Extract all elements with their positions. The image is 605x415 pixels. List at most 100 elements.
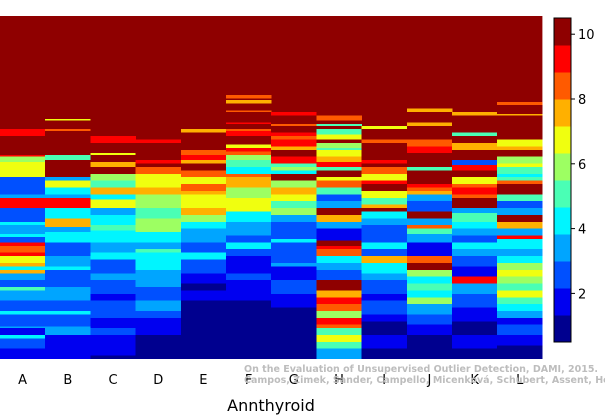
- heatmap-cell: [0, 328, 46, 335]
- heatmap-cell: [406, 218, 453, 226]
- heatmap-cell: [90, 225, 136, 231]
- heatmap-cell: [497, 235, 543, 239]
- heatmap-cell: [361, 125, 408, 130]
- heatmap-cell: [135, 163, 182, 167]
- heatmap-cell: [0, 225, 46, 234]
- heatmap-cell: [316, 310, 362, 318]
- colorbar-segment: [554, 18, 571, 46]
- heatmap-cell: [135, 139, 182, 143]
- heatmap-cell: [45, 197, 91, 209]
- heatmap-cell: [45, 326, 91, 335]
- heatmap-cell: [316, 156, 362, 162]
- heatmap-cell: [316, 139, 362, 143]
- heatmap-cell: [45, 194, 91, 198]
- colorbar-segment: [554, 261, 571, 289]
- heatmap-cell: [316, 348, 362, 359]
- heatmap-cell: [0, 310, 46, 315]
- heatmap-cell: [180, 300, 227, 359]
- heatmap-cell: [45, 154, 91, 161]
- heatmap-cell: [0, 208, 46, 222]
- heatmap-cell: [406, 276, 453, 284]
- heatmap-cell: [180, 154, 227, 161]
- heatmap-cell: [497, 115, 543, 140]
- heatmap-cell: [316, 304, 362, 311]
- heatmap-cell: [45, 226, 91, 233]
- heatmap-cell: [90, 328, 136, 335]
- heatmap-cell: [406, 146, 453, 154]
- heatmap-cell: [226, 235, 272, 243]
- heatmap-cell: [135, 208, 182, 219]
- heatmap-cell: [0, 177, 46, 195]
- heatmap-cell: [180, 184, 227, 191]
- heatmap-cell: [406, 166, 453, 171]
- heatmap-cell: [271, 194, 317, 202]
- heatmap-cell: [90, 317, 136, 329]
- colorbar-segment: [554, 126, 571, 154]
- heatmap-cell: [361, 218, 408, 226]
- heatmap-cell: [0, 338, 46, 349]
- heatmap-cell: [406, 297, 453, 305]
- x-axis-label: Annthyroid: [227, 396, 315, 415]
- heatmap-cell: [452, 194, 498, 198]
- heatmap-cell: [452, 187, 498, 195]
- heatmap-cell: [452, 170, 498, 178]
- heatmap-cell: [271, 156, 317, 164]
- heatmap-cell: [180, 242, 227, 253]
- heatmap-cell: [406, 187, 453, 191]
- heatmap-cell: [180, 221, 227, 229]
- heatmap-cell: [226, 122, 272, 125]
- heatmap-cell: [0, 242, 46, 246]
- heatmap-cell: [226, 148, 272, 152]
- heatmap-cell: [452, 348, 498, 359]
- heatmap-cell: [497, 262, 543, 270]
- heatmap-cell: [90, 194, 136, 200]
- heatmap-cell: [271, 214, 317, 222]
- heatmap-cell: [316, 240, 362, 246]
- heatmap-cell: [90, 242, 136, 253]
- heatmap-cell: [0, 156, 46, 162]
- heatmap-cell: [90, 259, 136, 274]
- heatmap-cell: [406, 269, 453, 277]
- heatmap-cell: [271, 149, 317, 157]
- heatmap-cell: [497, 194, 543, 202]
- heatmap-cell: [452, 184, 498, 188]
- heatmap-cell: [45, 242, 91, 257]
- heatmap-cell: [316, 228, 362, 241]
- heatmap-cell: [316, 245, 362, 250]
- heatmap-cell: [0, 161, 46, 178]
- colorbar-segment: [554, 45, 571, 73]
- heatmap-cell: [180, 252, 227, 260]
- heatmap-cell: [226, 221, 272, 236]
- heatmap-cell: [226, 173, 272, 178]
- heatmap-cell: [452, 142, 498, 150]
- heatmap-cell: [90, 166, 136, 174]
- heatmap-cell: [0, 252, 46, 257]
- heatmap-cell: [271, 146, 317, 150]
- heatmap-cell: [316, 201, 362, 209]
- colorbar-segment: [554, 288, 571, 316]
- heatmap-cell: [497, 105, 543, 114]
- heatmap-cell: [135, 218, 182, 233]
- heatmap-cell: [226, 197, 272, 212]
- colorbar-segment: [554, 207, 571, 235]
- heatmap-cell: [497, 180, 543, 185]
- heatmap-cell: [497, 310, 543, 318]
- colorbar-frame: [553, 17, 572, 343]
- heatmap-cell: [226, 154, 272, 161]
- heatmap-cell: [271, 208, 317, 215]
- heatmap-cell: [0, 314, 46, 327]
- heatmap-cell: [0, 326, 46, 329]
- heatmap-cell: [452, 208, 498, 214]
- heatmap-cell: [316, 262, 362, 270]
- heatmap-cell: [316, 170, 362, 178]
- heatmap-cell: [0, 286, 46, 291]
- heatmap-cell: [226, 130, 272, 137]
- heatmap-cell: [497, 177, 543, 181]
- colorbar-tick-label: 2: [578, 287, 586, 302]
- heatmap-cell: [226, 151, 272, 155]
- heatmap-cell: [90, 142, 136, 154]
- heatmap-cell: [45, 314, 91, 327]
- heatmap-cell: [316, 148, 362, 150]
- heatmap-column-G: [271, 112, 317, 359]
- heatmap-cell: [452, 249, 498, 257]
